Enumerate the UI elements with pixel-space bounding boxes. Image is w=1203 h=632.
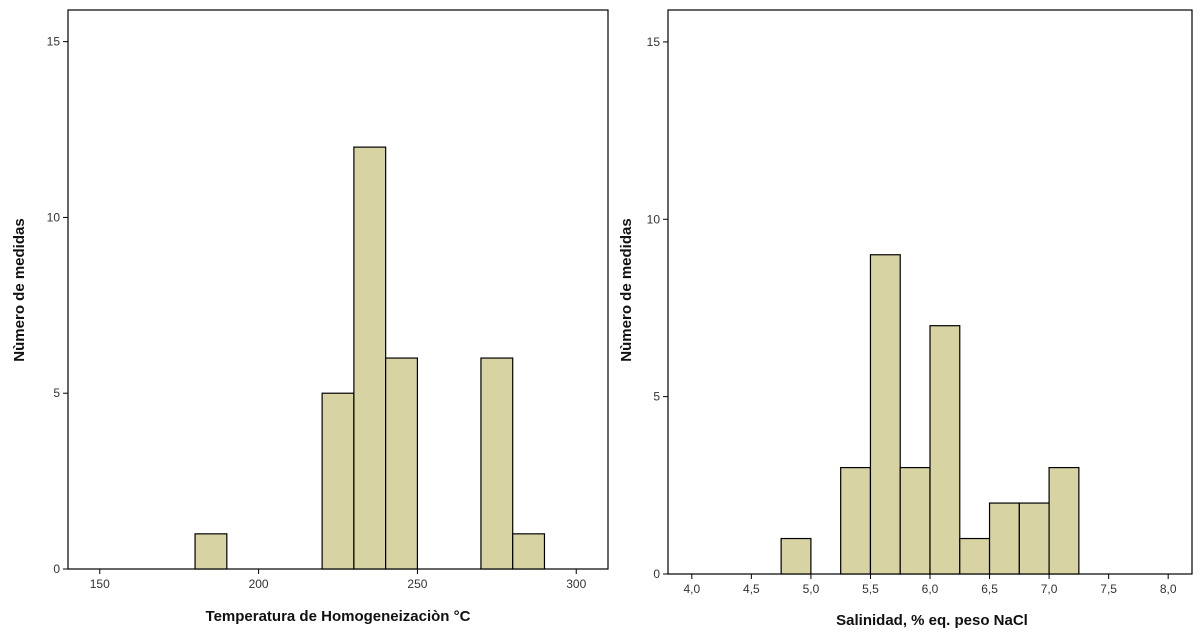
temperature-bar-4: [480, 357, 514, 570]
temperature-bar-2: [353, 146, 387, 570]
salinity-bars: [780, 254, 1080, 575]
salinity-bar-4: [929, 325, 961, 575]
temperature-bar-5: [512, 533, 546, 570]
temperature-x-tick-label: 150: [90, 577, 110, 591]
temperature-x-axis: 150 200 250 300: [90, 569, 587, 591]
temperature-histogram: 150 200 250 300 0 5 10 15 Temperatura de Homog…: [11, 9, 609, 625]
temperature-bar-3: [385, 357, 419, 570]
temperature-y-tick-label: 5: [53, 386, 60, 400]
temperature-x-tick-label: 300: [566, 577, 586, 591]
salinity-x-tick-label: 7,5: [1100, 582, 1117, 596]
salinity-bar-6: [988, 502, 1020, 575]
temperature-bars: [194, 146, 546, 570]
salinity-y-tick-label: 10: [647, 212, 661, 226]
temperature-y-axis: 0 5 10 15: [47, 35, 68, 576]
temperature-x-tick-label: 200: [249, 577, 269, 591]
salinity-x-tick-label: 6,0: [922, 582, 939, 596]
temperature-bar-1: [321, 392, 355, 570]
salinity-x-axis: 4,0 4,5 5,0 5,5 6,0 6,5 7,0 7,5 8,0: [683, 574, 1177, 596]
salinity-x-tick-label: 5,0: [803, 582, 820, 596]
salinity-x-tick-label: 4,0: [683, 582, 700, 596]
salinity-x-tick-label: 8,0: [1160, 582, 1177, 596]
temperature-x-tick-label: 250: [407, 577, 427, 591]
salinity-y-axis: 0 5 10 15: [647, 35, 668, 581]
salinity-bar-2: [869, 254, 901, 575]
salinity-bar-8: [1048, 466, 1080, 575]
salinity-histogram: 4,0 4,5 5,0 5,5 6,0 6,5 7,0 7,5 8,0 0 5 10 15 Salin…: [618, 9, 1193, 629]
salinity-bar-5: [959, 537, 991, 575]
salinity-y-tick-label: 5: [653, 390, 660, 404]
salinity-x-axis-title: Salinidad, % eq. peso NaCl: [836, 612, 1028, 629]
salinity-y-axis-title: Nùmero de medidas: [618, 218, 635, 361]
salinity-x-tick-label: 4,5: [743, 582, 760, 596]
salinity-bar-0: [780, 537, 812, 575]
temperature-y-tick-label: 0: [53, 562, 60, 576]
salinity-x-tick-label: 6,5: [981, 582, 998, 596]
temperature-x-axis-title: Temperatura de Homogeneizaciòn °C: [206, 608, 471, 625]
salinity-x-tick-label: 7,0: [1041, 582, 1058, 596]
salinity-bar-7: [1018, 502, 1050, 575]
temperature-y-tick-label: 15: [47, 35, 61, 49]
temperature-y-tick-label: 10: [47, 210, 61, 224]
salinity-bar-1: [840, 466, 872, 575]
temperature-y-axis-title: Nùmero de medidas: [11, 218, 28, 361]
salinity-y-tick-label: 15: [647, 35, 661, 49]
salinity-y-tick-label: 0: [653, 567, 660, 581]
salinity-x-tick-label: 5,5: [862, 582, 879, 596]
temperature-bar-0: [194, 533, 228, 570]
salinity-bar-3: [899, 466, 931, 575]
